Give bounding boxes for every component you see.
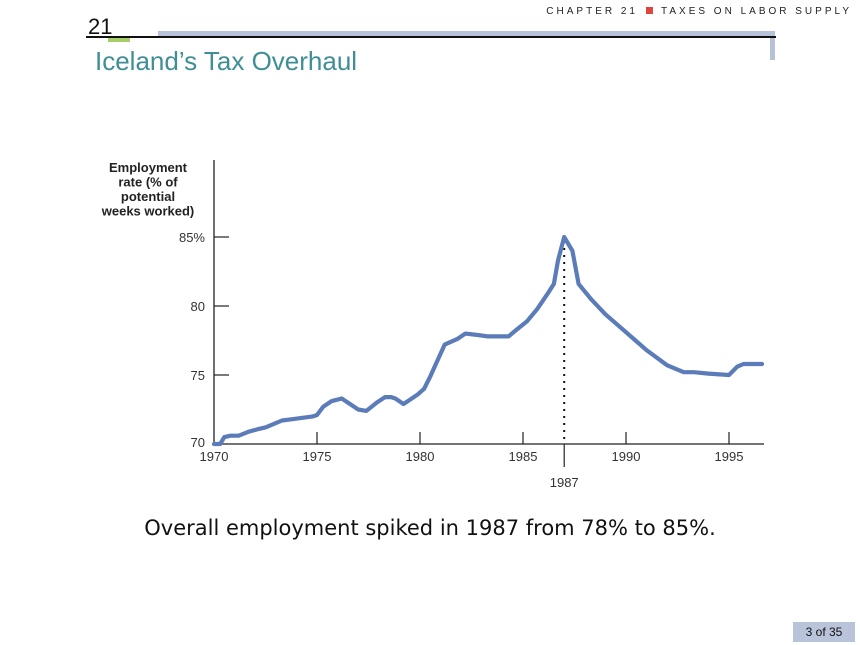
marker-label: 1987 — [550, 475, 579, 490]
chapter-number: 21 — [88, 14, 113, 39]
page-indicator: 3 of 35 — [793, 622, 855, 642]
header-separator-square — [645, 7, 653, 14]
y-tick-label: 70 — [191, 435, 205, 450]
x-tick-label: 1985 — [509, 449, 538, 464]
chapter-accent-mark — [108, 38, 130, 42]
chapter-label: CHAPTER 21 — [546, 6, 638, 17]
slide-title: Iceland’s Tax Overhaul — [95, 46, 358, 76]
x-tick-label: 1975 — [303, 449, 332, 464]
y-tick-label: 75 — [191, 368, 205, 383]
y-axis-label: rate (% of — [118, 175, 178, 190]
header-rule — [86, 36, 776, 38]
y-axis-label: weeks worked) — [101, 204, 195, 219]
header-rule-accent — [158, 31, 775, 36]
employment-series-line — [211, 234, 765, 447]
x-tick-label: 1995 — [715, 449, 744, 464]
slide-caption: Overall employment spiked in 1987 from 7… — [144, 516, 716, 540]
y-tick-label: 85% — [179, 230, 205, 245]
header-rule-accent-vertical — [770, 36, 775, 60]
y-tick-label: 80 — [191, 299, 205, 314]
y-axis-label: Employment — [109, 160, 188, 175]
section-label: TAXES ON LABOR SUPPLY — [660, 6, 852, 17]
running-header: CHAPTER 21 TAXES ON LABOR SUPPLY — [546, 6, 852, 17]
x-tick-label: 1970 — [200, 449, 229, 464]
y-axis-label: potential — [121, 189, 175, 204]
x-tick-label: 1980 — [406, 449, 435, 464]
x-tick-label: 1990 — [612, 449, 641, 464]
